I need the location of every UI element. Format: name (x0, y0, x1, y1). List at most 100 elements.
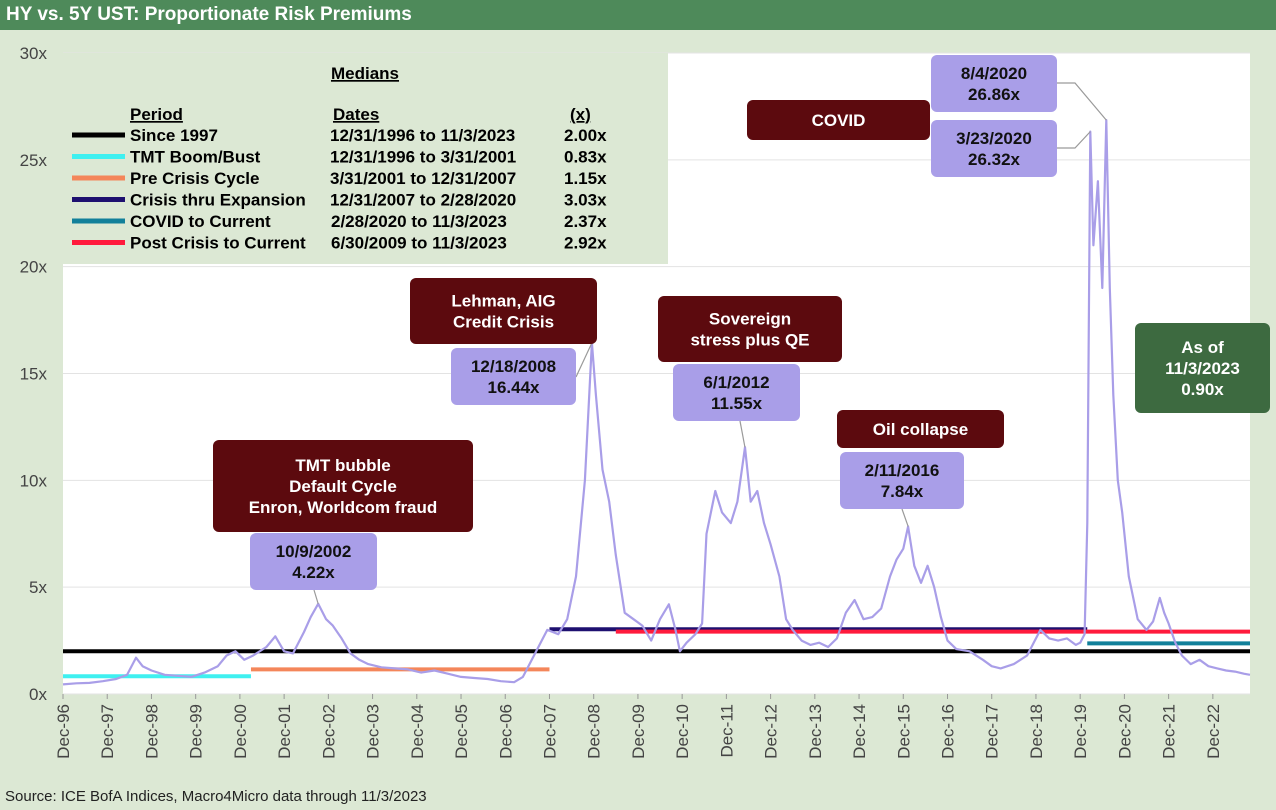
callout-text: 26.32x (968, 150, 1021, 169)
legend-value: 3.03x (564, 191, 607, 210)
x-tick-label: Dec-15 (894, 704, 913, 759)
legend-medians: Medians Period Dates (x) Since 1997 12/31/199… (63, 53, 668, 264)
callout-text: 10/9/2002 (276, 542, 352, 561)
x-tick-label: Dec-03 (364, 704, 383, 759)
callout-text: 26.86x (968, 85, 1021, 104)
event-callout (747, 100, 930, 140)
title-bar: HY vs. 5Y UST: Proportionate Risk Premiu… (0, 0, 1276, 30)
x-tick-label: Dec-05 (452, 704, 471, 759)
value-callout (931, 55, 1057, 112)
callout-text: Oil collapse (873, 420, 968, 439)
x-tick-label: Dec-12 (762, 704, 781, 759)
legend-period: COVID to Current (130, 212, 271, 231)
value-callout (451, 348, 576, 405)
value-callout (840, 452, 964, 509)
x-tick-label: Dec-16 (939, 704, 958, 759)
chart-title: HY vs. 5Y UST: Proportionate Risk Premiu… (6, 4, 412, 25)
series-line-hy-vs-5y-ust-ratio (62, 119, 1251, 686)
callouts: TMT bubble Default Cycle Enron, Worldcom f… (213, 55, 1270, 590)
legend-period: TMT Boom/Bust (130, 148, 261, 167)
legend-header: (x) (570, 105, 591, 124)
leader-line (313, 589, 319, 605)
legend-dates: 12/31/1996 to 11/3/2023 (330, 126, 515, 145)
callout-text: 4.22x (292, 563, 335, 582)
current-value-callout (1135, 323, 1270, 413)
value-callout (673, 364, 800, 421)
y-tick-label: 10x (20, 471, 48, 490)
x-axis: Dec-96 Dec-97 Dec-98 Dec-99 Dec-00 Dec-01 Dec-… (54, 694, 1223, 759)
x-tick-label: Dec-22 (1204, 704, 1223, 759)
legend-title: Medians (331, 64, 399, 83)
callout-text: Lehman, AIG (451, 292, 555, 311)
legend-value: 1.15x (564, 169, 607, 188)
legend-dates: 6/30/2009 to 11/3/2023 (331, 234, 507, 253)
x-tick-label: Dec-98 (142, 704, 161, 759)
legend-value: 2.92x (564, 234, 607, 253)
callout-text: Credit Crisis (453, 313, 554, 332)
callout-text: Default Cycle (289, 477, 397, 496)
y-tick-label: 0x (29, 685, 47, 704)
callout-text: 6/1/2012 (703, 373, 769, 392)
x-tick-label: Dec-97 (98, 704, 117, 759)
leader-line (1057, 131, 1091, 149)
callout-leaders (313, 82, 1107, 605)
leader-line (1057, 82, 1107, 121)
source-note: Source: ICE BofA Indices, Macro4Micro da… (5, 788, 427, 805)
x-tick-label: Dec-08 (585, 704, 604, 759)
event-callout (658, 296, 842, 362)
y-tick-label: 15x (20, 365, 48, 384)
x-tick-label: Dec-18 (1027, 704, 1046, 759)
y-axis: 0x 5x 10x 15x 20x 25x 30x (20, 44, 48, 704)
legend-value: 0.83x (564, 148, 607, 167)
value-callout (931, 120, 1057, 177)
callout-text: COVID (812, 111, 866, 130)
x-tick-label: Dec-06 (496, 704, 515, 759)
x-tick-label: Dec-01 (275, 704, 294, 759)
x-tick-label: Dec-00 (231, 704, 250, 759)
legend-value: 2.00x (564, 126, 607, 145)
callout-text: 3/23/2020 (956, 129, 1032, 148)
x-tick-label: Dec-99 (187, 704, 206, 759)
callout-text: 11/3/2023 (1165, 359, 1240, 378)
legend-period: Pre Crisis Cycle (130, 169, 259, 188)
legend-period: Post Crisis to Current (130, 234, 306, 253)
legend-period: Crisis thru Expansion (130, 191, 306, 210)
event-callout (213, 440, 473, 532)
callout-text: 12/18/2008 (471, 357, 556, 376)
x-tick-label: Dec-21 (1160, 704, 1179, 759)
x-tick-label: Dec-04 (408, 704, 427, 759)
legend-dates: 12/31/2007 to 2/28/2020 (330, 191, 516, 210)
callout-text: 0.90x (1181, 380, 1224, 399)
callout-text: As of (1181, 338, 1224, 357)
callout-text: Sovereign (709, 310, 791, 329)
legend-header: Period (130, 105, 183, 124)
legend-dates: 3/31/2001 to 12/31/2007 (330, 169, 516, 188)
legend-header: Dates (333, 105, 379, 124)
event-callout (837, 410, 1004, 448)
x-tick-label: Dec-19 (1071, 704, 1090, 759)
legend-period: Since 1997 (130, 126, 218, 145)
callout-text: 16.44x (488, 378, 541, 397)
x-tick-label: Dec-13 (806, 704, 825, 759)
y-tick-label: 5x (29, 578, 47, 597)
leader-line (739, 420, 746, 448)
callout-text: 11.55x (711, 394, 763, 413)
legend-value: 2.37x (564, 212, 607, 231)
leader-line (575, 342, 593, 378)
x-tick-label: Dec-11 (717, 704, 736, 758)
x-tick-label: Dec-09 (629, 704, 648, 759)
x-tick-label: Dec-02 (319, 704, 338, 759)
callout-text: 7.84x (881, 482, 924, 501)
callout-text: stress plus QE (690, 331, 809, 350)
value-callout (250, 533, 377, 590)
callout-text: 8/4/2020 (961, 64, 1027, 83)
y-tick-label: 25x (20, 151, 48, 170)
y-tick-label: 30x (20, 44, 48, 63)
x-tick-label: Dec-14 (850, 704, 869, 759)
callout-text: TMT bubble (295, 456, 390, 475)
x-tick-label: Dec-10 (673, 704, 692, 759)
callout-text: 2/11/2016 (865, 461, 940, 480)
event-callout (410, 278, 597, 344)
x-tick-label: Dec-20 (1115, 704, 1134, 759)
